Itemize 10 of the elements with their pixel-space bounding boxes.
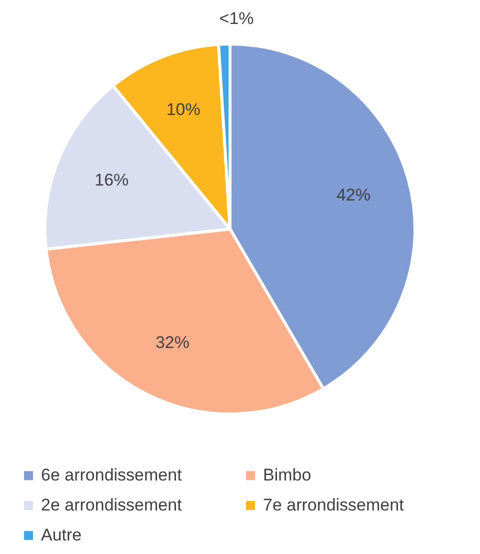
legend-label: 7e arrondissement xyxy=(263,496,404,514)
data-label: 16% xyxy=(94,170,129,190)
legend-label: 6e arrondissement xyxy=(41,466,182,485)
data-label: <1% xyxy=(219,9,254,28)
legend-label: Bimbo xyxy=(263,466,312,485)
data-label: 32% xyxy=(155,333,190,352)
data-label: 10% xyxy=(166,100,200,119)
legend-label: 2e arrondissement xyxy=(41,496,182,514)
legend-label: Autre xyxy=(41,526,82,544)
data-label: 42% xyxy=(336,186,370,205)
